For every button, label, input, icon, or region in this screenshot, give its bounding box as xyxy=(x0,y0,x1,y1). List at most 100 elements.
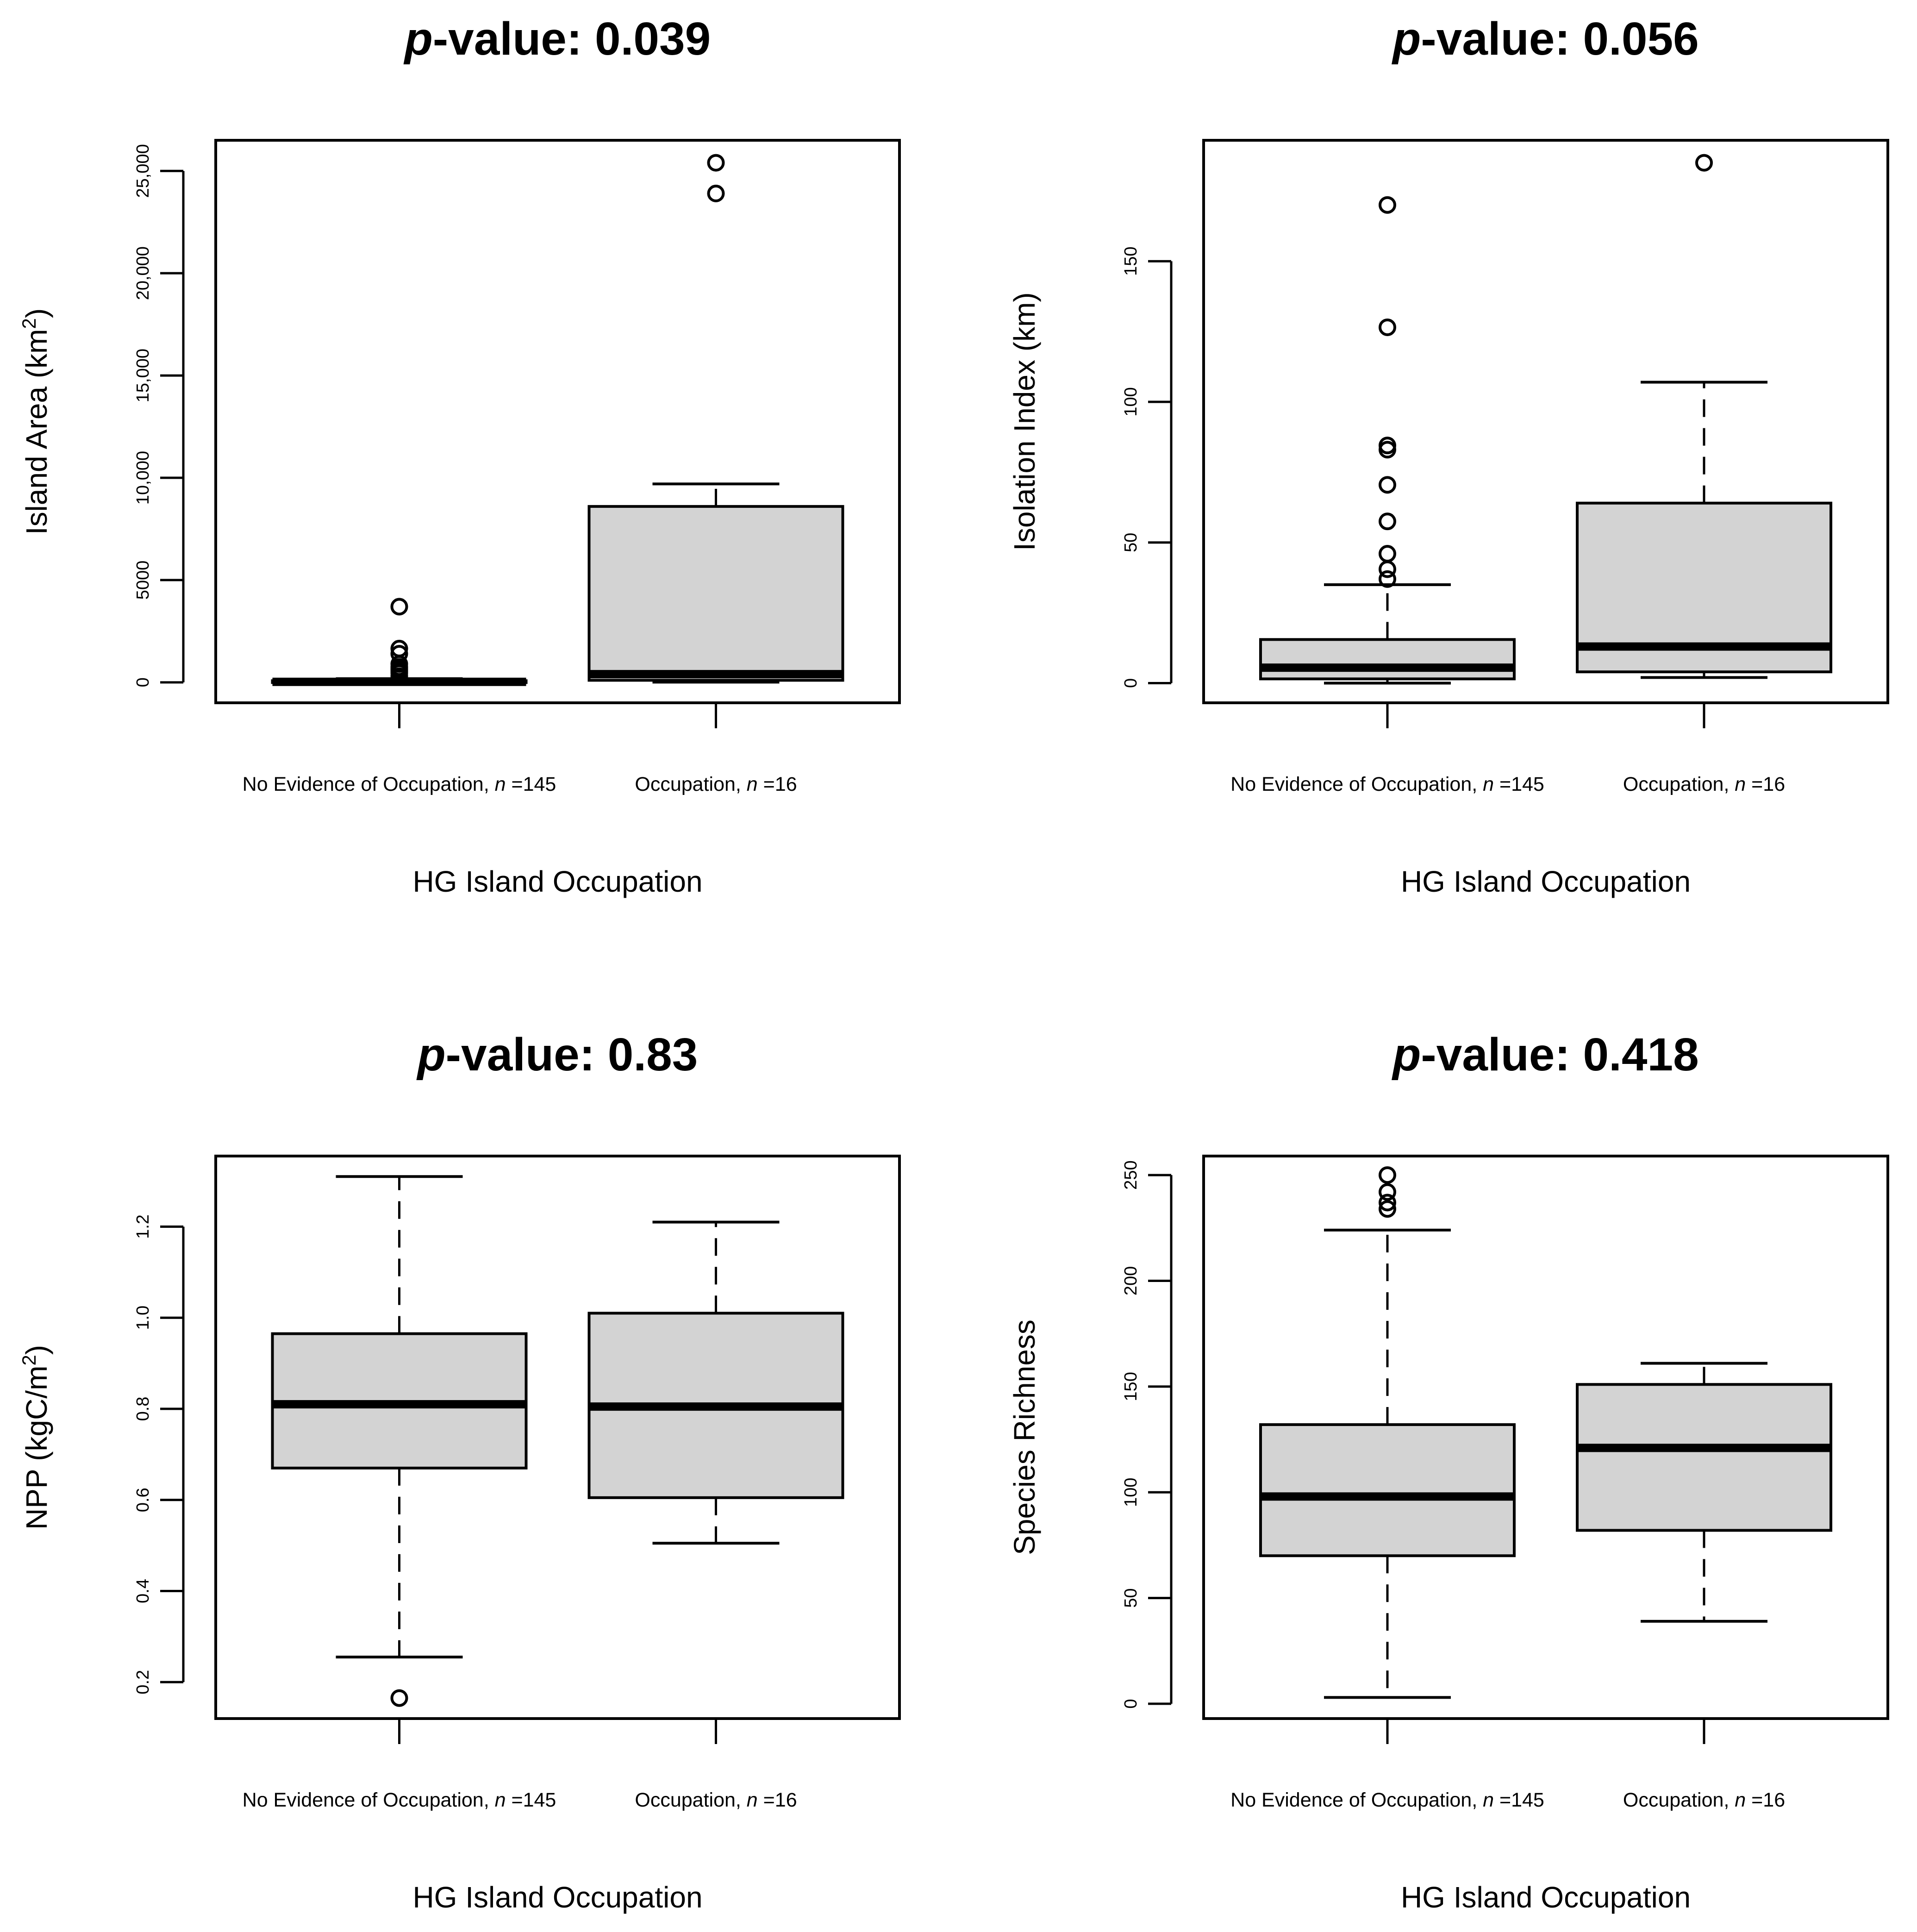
x-axis-title: HG Island Occupation xyxy=(1401,1881,1691,1914)
outlier-point xyxy=(390,639,408,657)
chart-panel-3: p-value: 0.83 No Evidence of Occupation, … xyxy=(18,1029,901,1914)
y-axis-title-superscript: 2 xyxy=(18,1355,40,1365)
iqr-box xyxy=(1259,1423,1516,1557)
y-axis-title: Isolation Index (km) xyxy=(1008,292,1041,550)
x-category-label: Occupation, n =16 xyxy=(1623,1789,1785,1811)
category-n-letter: n xyxy=(1735,773,1746,795)
iqr-box xyxy=(587,505,844,682)
outlier-point xyxy=(1379,513,1396,531)
y-tick-label: 0.2 xyxy=(133,1670,153,1694)
outlier-point xyxy=(1695,154,1713,172)
category-count: =145 xyxy=(1494,773,1544,795)
y-tick-label: 15,000 xyxy=(133,349,153,402)
box-group-no-evidence xyxy=(1259,1166,1516,1699)
category-n-letter: n xyxy=(495,773,506,795)
outlier-point xyxy=(707,184,725,202)
category-name: Occupation, xyxy=(635,773,746,795)
y-tick-label: 20,000 xyxy=(133,246,153,300)
outlier-point xyxy=(390,598,408,616)
category-name: Occupation, xyxy=(1623,1789,1735,1811)
outlier-point xyxy=(1379,570,1396,588)
x-category-label: No Evidence of Occupation, n =145 xyxy=(243,1789,556,1811)
outlier-point xyxy=(1379,545,1396,563)
title-pvalue-text: -value: 0.039 xyxy=(433,13,711,65)
title-pvalue-text: -value: 0.056 xyxy=(1421,13,1698,65)
y-tick-label: 0.4 xyxy=(133,1579,153,1603)
outlier-point xyxy=(390,644,408,663)
plot-frame xyxy=(214,1155,901,1720)
y-axis-title-close: ) xyxy=(20,1345,53,1355)
box-group-occupation xyxy=(587,1220,844,1545)
y-tick-label: 5000 xyxy=(133,561,153,600)
category-n-letter: n xyxy=(1483,1789,1494,1811)
x-category-label: No Evidence of Occupation, n =145 xyxy=(1230,773,1544,795)
y-tick-label: 0 xyxy=(1121,1699,1141,1708)
y-tick-label: 0 xyxy=(1121,678,1141,688)
category-count: =145 xyxy=(506,1789,556,1811)
box-group-occupation xyxy=(1576,1362,1832,1623)
y-tick-label: 1.0 xyxy=(133,1306,153,1330)
category-n-letter: n xyxy=(1735,1789,1746,1811)
category-count: =16 xyxy=(1746,1789,1785,1811)
chart-panel-4: p-value: 0.418 No Evidence of Occupation,… xyxy=(1008,1029,1889,1914)
category-count: =145 xyxy=(1494,1789,1544,1811)
y-tick-label: 100 xyxy=(1121,387,1141,416)
category-n-letter: n xyxy=(747,1789,758,1811)
outlier-point xyxy=(1379,318,1396,336)
title-pvalue-text: -value: 0.418 xyxy=(1421,1029,1698,1081)
y-tick-label: 200 xyxy=(1121,1266,1141,1295)
outlier-point xyxy=(1379,196,1396,214)
title-p-letter: p xyxy=(403,13,433,65)
category-n-letter: n xyxy=(495,1789,506,1811)
chart-title: p-value: 0.83 xyxy=(416,1029,698,1081)
y-tick-label: 50 xyxy=(1121,533,1141,552)
category-name: No Evidence of Occupation, xyxy=(1230,1789,1483,1811)
y-axis-title: NPP (kgC/m2) xyxy=(18,1345,53,1530)
category-name: Occupation, xyxy=(635,1789,746,1811)
category-name: No Evidence of Occupation, xyxy=(1230,773,1483,795)
x-category-label: Occupation, n =16 xyxy=(1623,773,1785,795)
category-n-letter: n xyxy=(1483,773,1494,795)
y-axis-title-superscript: 2 xyxy=(18,318,40,329)
category-count: =16 xyxy=(1746,773,1785,795)
category-name: No Evidence of Occupation, xyxy=(243,1789,495,1811)
plot-frame xyxy=(214,139,901,704)
y-axis-title-main: Island Area (km xyxy=(20,329,53,535)
chart-title: p-value: 0.418 xyxy=(1391,1029,1698,1081)
y-tick-label: 150 xyxy=(1121,1372,1141,1401)
category-count: =145 xyxy=(506,773,556,795)
outlier-point xyxy=(1379,1183,1396,1201)
title-p-letter: p xyxy=(1391,1029,1421,1081)
chart-panel-2: p-value: 0.056 No Evidence of Occupation,… xyxy=(1008,13,1889,898)
y-axis-title-close: ) xyxy=(20,308,53,318)
box-group-no-evidence xyxy=(1259,196,1516,685)
x-category-label: No Evidence of Occupation, n =145 xyxy=(243,773,556,795)
x-category-label: Occupation, n =16 xyxy=(635,773,797,795)
plot-frame xyxy=(1202,1155,1889,1720)
outlier-point xyxy=(1379,1200,1396,1218)
chart-title: p-value: 0.039 xyxy=(403,13,711,65)
y-tick-label: 150 xyxy=(1121,247,1141,276)
x-category-label: No Evidence of Occupation, n =145 xyxy=(1230,1789,1544,1811)
category-name: Occupation, xyxy=(1623,773,1735,795)
outlier-point xyxy=(390,1689,408,1707)
y-tick-label: 250 xyxy=(1121,1160,1141,1189)
outlier-point xyxy=(1379,1166,1396,1184)
y-axis-title-main: Isolation Index (km) xyxy=(1008,292,1041,550)
title-p-letter: p xyxy=(1391,13,1421,65)
title-p-letter: p xyxy=(416,1029,446,1081)
category-name: No Evidence of Occupation, xyxy=(243,773,495,795)
category-count: =16 xyxy=(758,773,797,795)
y-axis-title-main: NPP (kgC/m xyxy=(20,1366,53,1530)
y-axis-title: Species Richness xyxy=(1008,1319,1041,1555)
iqr-box xyxy=(1259,638,1516,681)
y-tick-label: 25,000 xyxy=(133,144,153,198)
outlier-point xyxy=(707,154,725,172)
x-axis-title: HG Island Occupation xyxy=(1401,865,1691,898)
y-tick-label: 0.6 xyxy=(133,1488,153,1512)
box-group-no-evidence xyxy=(271,598,528,686)
y-tick-label: 10,000 xyxy=(133,451,153,505)
category-n-letter: n xyxy=(747,773,758,795)
x-axis-title: HG Island Occupation xyxy=(412,1881,702,1914)
